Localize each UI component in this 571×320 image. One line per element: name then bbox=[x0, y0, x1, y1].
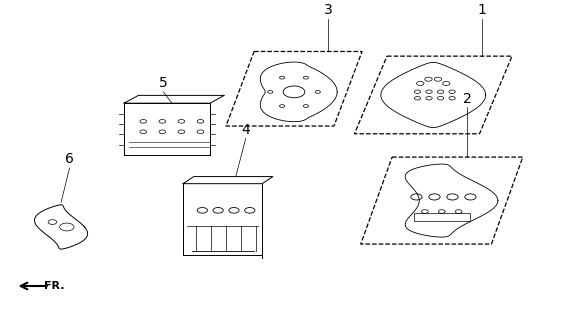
Text: 1: 1 bbox=[477, 3, 486, 17]
Text: 3: 3 bbox=[324, 3, 332, 17]
Text: 2: 2 bbox=[463, 92, 472, 106]
Text: 6: 6 bbox=[65, 152, 74, 166]
Text: FR.: FR. bbox=[44, 281, 65, 291]
Text: 5: 5 bbox=[159, 76, 168, 90]
Text: 4: 4 bbox=[242, 123, 250, 137]
